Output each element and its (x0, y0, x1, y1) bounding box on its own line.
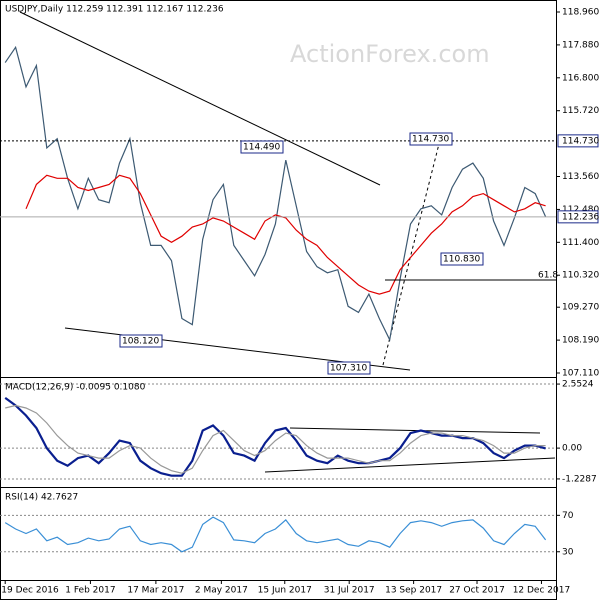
y-tick-label: 112.480 (562, 205, 599, 215)
annotation-box (327, 361, 371, 375)
x-tick-label: 31 Jul 2017 (324, 586, 375, 596)
y-tick-label: 110.320 (562, 271, 599, 281)
level-label: 114.730 (562, 136, 599, 146)
y-tick-label: 30 (562, 547, 574, 557)
y-tick-label: 108.190 (562, 336, 599, 346)
y-tick-label: 2.5524 (562, 380, 594, 390)
macd-trend-line (264, 457, 556, 473)
annotation: 114.490 (243, 143, 280, 153)
y-tick-label: 118.960 (562, 8, 599, 18)
macd-trend-line (289, 427, 541, 434)
annotation-box (119, 334, 163, 348)
series-line (5, 404, 546, 474)
trend-line (382, 139, 441, 366)
y-tick-label: 111.400 (562, 238, 599, 248)
series-line (25, 174, 546, 295)
level-label: 112.236 (562, 212, 599, 222)
panel-title: USDJPY,Daily 112.259 112.391 112.167 112… (5, 5, 224, 15)
watermark: ActionForex.com (290, 40, 490, 68)
x-tick-label: 27 Oct 2017 (449, 586, 505, 596)
annotation: 108.120 (122, 337, 159, 347)
y-tick-label: 116.800 (562, 73, 599, 83)
series-line (4, 45, 547, 342)
annotation-box (440, 252, 484, 266)
y-tick-label: 113.560 (562, 172, 599, 182)
panel-title: MACD(12,26,9) -0.0095 0.1080 (5, 383, 146, 393)
y-tick-label: 115.720 (562, 106, 599, 116)
x-tick-label: 1 Feb 2017 (65, 586, 115, 596)
x-tick-label: 2 May 2017 (195, 586, 248, 596)
annotation-box (240, 140, 284, 154)
y-tick-label: -1.2287 (562, 474, 597, 484)
annotation: 114.730 (412, 135, 449, 145)
annotation: 110.830 (443, 255, 480, 265)
series-line (4, 397, 546, 477)
annotation-box (409, 132, 453, 146)
x-tick-label: 13 Sep 2017 (385, 586, 442, 596)
trend-line (19, 11, 381, 186)
x-tick-label: 19 Dec 2016 (1, 586, 59, 596)
x-tick-label: 15 Jun 2017 (258, 586, 312, 596)
frame (0, 0, 557, 600)
level-box (557, 210, 599, 224)
y-tick-label: 107.110 (562, 369, 599, 379)
y-tick-label: 0.00 (562, 444, 582, 454)
series-line (4, 516, 547, 553)
annotation: 107.310 (330, 364, 367, 374)
panel-title: RSI(14) 42.7627 (5, 493, 78, 503)
annotation: 61.8 (538, 271, 558, 281)
x-tick-label: 17 Mar 2017 (127, 586, 184, 596)
y-tick-label: 70 (562, 511, 574, 521)
y-tick-label: 109.270 (562, 303, 599, 313)
x-tick-label: 12 Dec 2017 (513, 586, 571, 596)
y-tick-label: 117.880 (562, 40, 599, 50)
level-box (557, 134, 599, 148)
